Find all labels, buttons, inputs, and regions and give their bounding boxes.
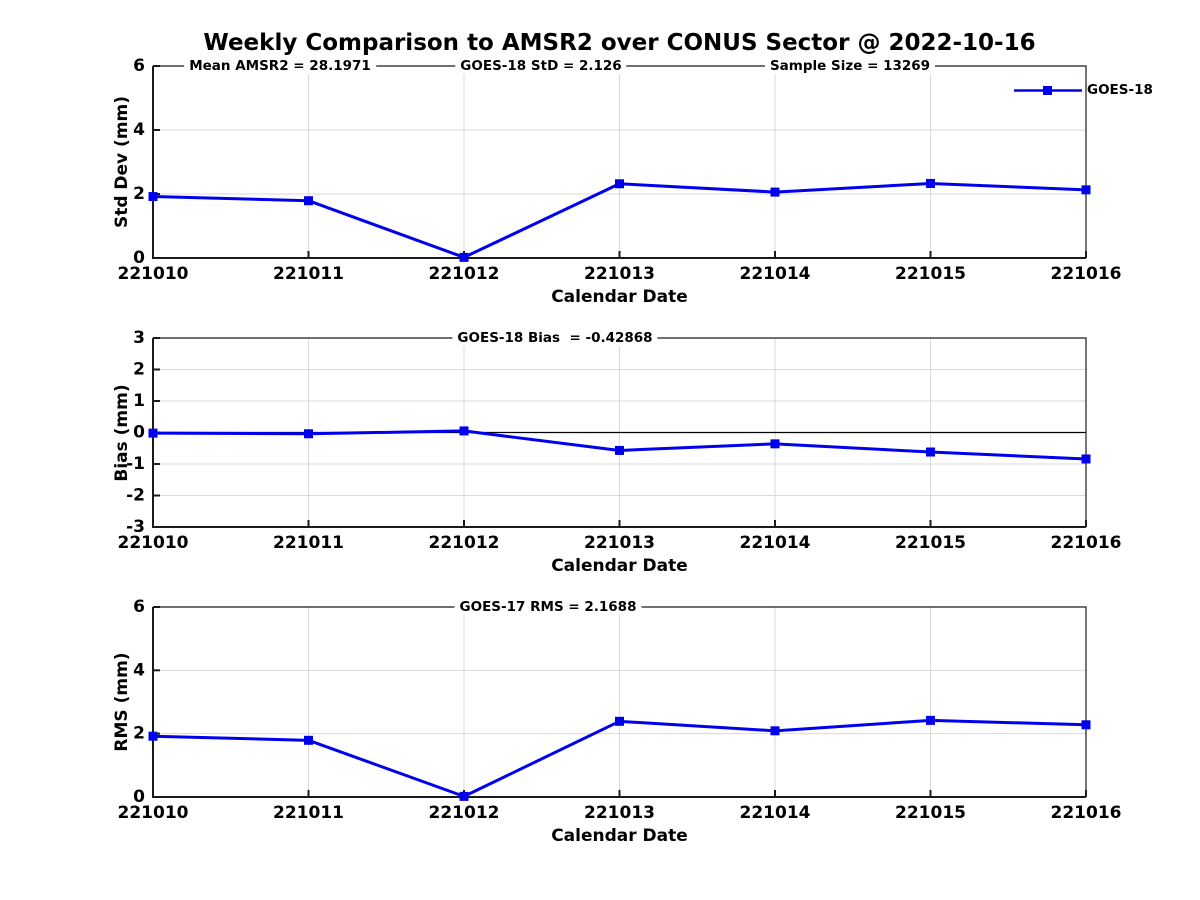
legend-label: GOES-18 (1087, 82, 1153, 98)
x-tick-label: 221010 (118, 533, 189, 553)
x-tick-label: 221014 (740, 533, 811, 553)
annotation-sample-size: Sample Size = 13269 (764, 58, 936, 74)
x-tick-label: 221016 (1051, 533, 1122, 553)
legend: GOES-18 (1014, 82, 1153, 98)
rms-x-axis-label: Calendar Date (551, 826, 688, 846)
y-tick-label: -1 (126, 454, 145, 474)
x-tick-label: 221015 (895, 264, 966, 284)
data-point-marker (148, 192, 158, 202)
data-point-marker (459, 791, 469, 801)
data-point-marker (770, 187, 780, 197)
y-tick-label: 0 (133, 787, 145, 807)
data-point-marker (459, 426, 469, 436)
y-tick-label: 3 (133, 328, 145, 348)
data-point-marker (304, 735, 313, 745)
data-point-marker (148, 731, 158, 741)
data-point-marker (304, 429, 313, 439)
x-tick-label: 221011 (273, 533, 344, 553)
y-tick-label: 6 (133, 56, 145, 76)
data-point-marker (1081, 185, 1091, 195)
y-tick-label: 0 (133, 423, 145, 443)
x-tick-label: 221011 (273, 264, 344, 284)
data-point-marker (615, 445, 624, 455)
x-tick-label: 221016 (1051, 264, 1122, 284)
x-tick-label: 221012 (429, 264, 500, 284)
y-tick-label: 2 (133, 184, 145, 204)
bias-chart: 221010 221011 221012 221013 221014 221015 2210… (118, 328, 1122, 553)
data-point-marker (926, 447, 935, 457)
data-point-marker (926, 715, 935, 725)
x-tick-label: 221011 (273, 803, 344, 823)
y-tick-label: 6 (133, 597, 145, 617)
x-tick-label: 221013 (584, 264, 655, 284)
x-tick-label: 221010 (118, 803, 189, 823)
x-tick-label: 221012 (429, 803, 500, 823)
bias-plot-area: 221010 221011 221012 221013 221014 221015 2210… (118, 328, 1122, 553)
legend-line-icon (1014, 85, 1082, 95)
rms-subplot: RMS (mm) 221010 221011 221012 221013 221014 2… (0, 597, 1200, 846)
x-tick-label: 221013 (584, 803, 655, 823)
y-tick-label: 4 (133, 120, 145, 140)
data-point-marker (1081, 720, 1091, 730)
y-tick-label: 0 (133, 248, 145, 268)
x-tick-label: 221014 (740, 803, 811, 823)
x-tick-label: 221015 (895, 533, 966, 553)
stddev-y-axis-label: Std Dev (mm) (112, 95, 132, 229)
rms-plot-area: 221010 221011 221012 221013 221014 221015 2210… (118, 597, 1122, 823)
y-tick-label: 4 (133, 660, 145, 680)
bias-x-axis-label: Calendar Date (551, 556, 688, 576)
y-tick-label: 2 (133, 724, 145, 744)
legend-marker (1043, 85, 1052, 95)
x-tick-label: 221010 (118, 264, 189, 284)
stddev-subplot: Std Dev (mm) 221010 221011 221012 221013 221… (0, 56, 1200, 307)
data-point-marker (770, 726, 780, 736)
rms-y-axis-label: RMS (mm) (112, 652, 132, 752)
data-point-marker (1081, 454, 1091, 464)
x-tick-label: 221012 (429, 533, 500, 553)
stddev-chart: 221010 221011 221012 221013 221014 221015 2210… (118, 56, 1122, 284)
data-point-marker (926, 178, 935, 188)
annotation-goes17-rms: GOES-17 RMS = 2.1688 (454, 599, 642, 615)
figure-title: Weekly Comparison to AMSR2 over CONUS Se… (203, 30, 1036, 56)
data-point-marker (770, 439, 780, 449)
y-tick-label: -3 (126, 517, 145, 537)
y-tick-label: -2 (126, 486, 145, 506)
x-tick-label: 221015 (895, 803, 966, 823)
stddev-plot-area: 221010 221011 221012 221013 221014 221015 2210… (118, 56, 1153, 284)
x-tick-label: 221013 (584, 533, 655, 553)
annotation-goes18-std: GOES-18 StD = 2.126 (455, 58, 627, 74)
rms-chart: 221010 221011 221012 221013 221014 221015 2210… (118, 597, 1122, 823)
data-point-marker (615, 179, 624, 189)
data-point-marker (148, 428, 158, 438)
annotation-mean-amsr2: Mean AMSR2 = 28.1971 (184, 58, 376, 74)
annotation-goes18-bias: GOES-18 Bias = -0.42868 (452, 330, 658, 346)
y-tick-label: 2 (133, 360, 145, 380)
x-tick-label: 221014 (740, 264, 811, 284)
y-tick-label: 1 (133, 391, 145, 411)
x-tick-label: 221016 (1051, 803, 1122, 823)
data-point-marker (304, 196, 313, 206)
data-point-marker (615, 716, 624, 726)
data-point-marker (459, 252, 469, 262)
stddev-x-axis-label: Calendar Date (551, 287, 688, 307)
bias-subplot: Bias (mm) 221010 221011 221012 221013 221014… (0, 328, 1200, 576)
